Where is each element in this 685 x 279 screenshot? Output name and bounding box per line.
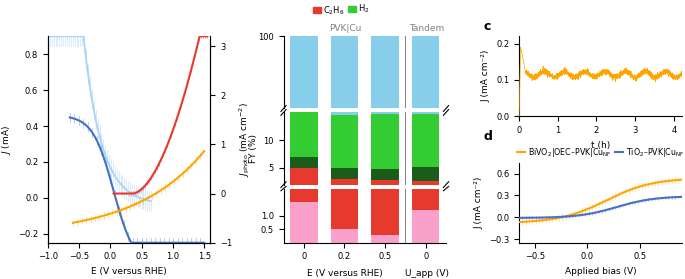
Bar bbox=[331, 179, 358, 193]
Text: d: d bbox=[484, 130, 493, 143]
Bar bbox=[412, 0, 440, 102]
Bar bbox=[290, 0, 318, 101]
Bar bbox=[371, 114, 399, 169]
Bar bbox=[331, 193, 358, 196]
Bar bbox=[412, 210, 440, 243]
X-axis label: E (V versus RHE): E (V versus RHE) bbox=[91, 267, 167, 276]
Y-axis label: $J_{\rm photo}$ (mA cm$^{-2}$): $J_{\rm photo}$ (mA cm$^{-2}$) bbox=[238, 102, 253, 177]
Bar bbox=[290, 168, 318, 187]
Bar bbox=[412, 167, 440, 181]
Bar bbox=[371, 0, 399, 114]
Text: E (V versus RHE): E (V versus RHE) bbox=[308, 269, 383, 278]
Bar bbox=[371, 167, 399, 235]
Bar bbox=[412, 36, 440, 279]
Bar bbox=[290, 107, 318, 202]
Bar bbox=[371, 194, 399, 196]
Bar bbox=[331, 168, 358, 179]
Y-axis label: $J$ (mA): $J$ (mA) bbox=[0, 124, 12, 155]
Bar bbox=[290, 0, 318, 53]
Bar bbox=[290, 202, 318, 243]
Bar bbox=[331, 229, 358, 243]
Text: PVK|Cu: PVK|Cu bbox=[329, 24, 362, 33]
Bar bbox=[412, 102, 440, 170]
Bar bbox=[371, 235, 399, 243]
Bar bbox=[331, 107, 358, 162]
Bar bbox=[412, 181, 440, 189]
Bar bbox=[412, 0, 440, 114]
Bar bbox=[412, 114, 440, 167]
Bar bbox=[331, 0, 358, 107]
Legend: C$_2$H$_4$, C$_2$H$_6$, CO, H$_2$, HCOOH: C$_2$H$_4$, C$_2$H$_6$, CO, H$_2$, HCOOH bbox=[310, 0, 419, 20]
X-axis label: t (h): t (h) bbox=[590, 141, 610, 150]
Bar bbox=[290, 36, 318, 279]
Bar bbox=[371, 180, 399, 194]
Bar bbox=[290, 53, 318, 107]
Bar bbox=[371, 169, 399, 180]
Bar bbox=[290, 101, 318, 157]
Bar bbox=[290, 187, 318, 196]
Bar bbox=[371, 113, 399, 167]
Bar bbox=[412, 189, 440, 196]
Bar bbox=[331, 36, 358, 279]
Text: c: c bbox=[484, 20, 490, 33]
Y-axis label: FY (%): FY (%) bbox=[249, 134, 258, 163]
Legend: BiVO$_2$|OEC–PVK|Cu$_{\rm NF}$, TiO$_2$–PVK|Cu$_{\rm NF}$: BiVO$_2$|OEC–PVK|Cu$_{\rm NF}$, TiO$_2$–… bbox=[514, 143, 685, 162]
Bar bbox=[371, 36, 399, 279]
Bar bbox=[331, 115, 358, 168]
Bar bbox=[412, 170, 440, 210]
Bar bbox=[290, 157, 318, 168]
Text: U_app (V): U_app (V) bbox=[405, 269, 449, 278]
Bar bbox=[331, 162, 358, 229]
Bar bbox=[331, 0, 358, 115]
Bar bbox=[371, 0, 399, 113]
X-axis label: Applied bias (V): Applied bias (V) bbox=[564, 267, 636, 276]
Y-axis label: J (mA cm⁻²): J (mA cm⁻²) bbox=[482, 50, 490, 102]
Text: Tandem: Tandem bbox=[409, 24, 444, 33]
Y-axis label: J (mA cm⁻²): J (mA cm⁻²) bbox=[475, 177, 484, 229]
